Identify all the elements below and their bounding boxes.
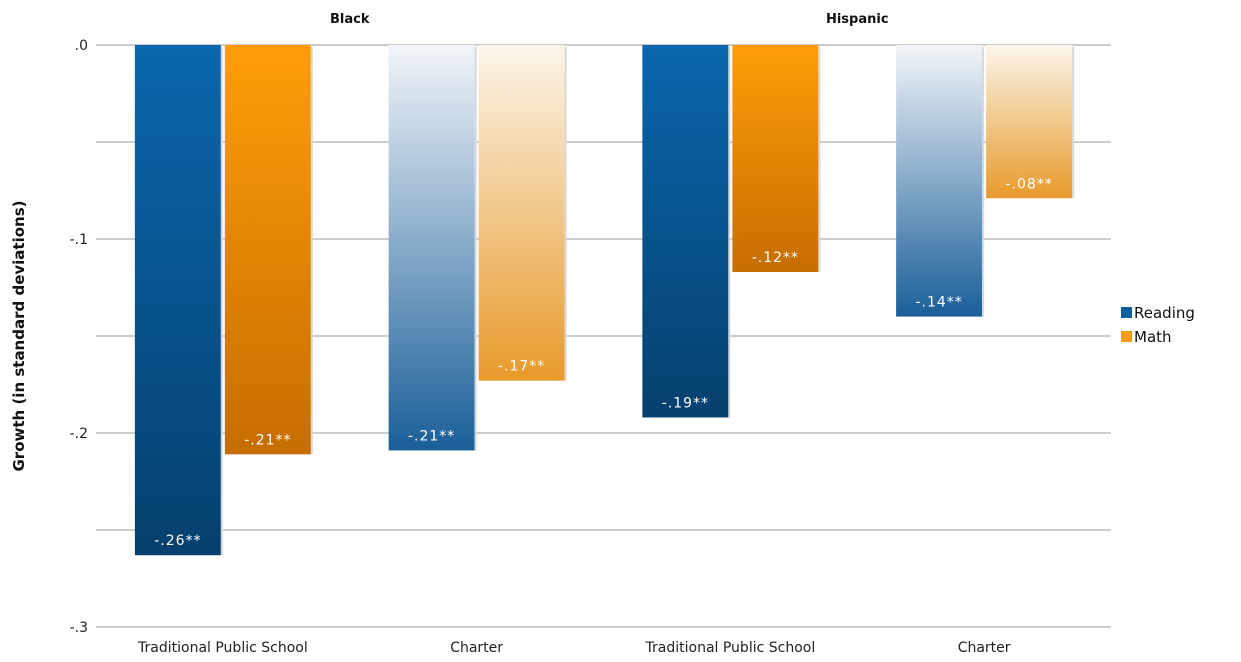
group-title: Black (330, 12, 370, 27)
bar-shadow (310, 47, 313, 455)
bar-reading (134, 45, 221, 556)
x-tick-label: Traditional Public School (137, 640, 308, 656)
bar-math (986, 45, 1073, 199)
legend-label-reading: Reading (1134, 304, 1195, 322)
x-tick-label: Traditional Public School (645, 640, 816, 656)
y-tick-label: -.2 (70, 426, 88, 442)
bar-reading (388, 45, 475, 451)
bar-math (224, 45, 311, 455)
bar-value-label: -.21** (408, 428, 455, 444)
bar-math (732, 45, 819, 272)
bar-shadow (220, 47, 223, 556)
bar-shadow (982, 47, 985, 317)
bar-shadow (564, 47, 567, 381)
bar-value-label: -.21** (244, 432, 291, 448)
x-tick-label: Charter (958, 640, 1011, 656)
bar-value-label: -.12** (752, 250, 799, 266)
legend-label-math: Math (1134, 328, 1172, 346)
x-tick-label: Charter (450, 640, 503, 656)
bar-shadow (818, 47, 821, 272)
legend: Reading Math (1121, 304, 1195, 346)
bar-value-label: -.26** (154, 533, 201, 549)
bar-value-label: -.19** (662, 395, 709, 411)
bar-shadow (474, 47, 477, 451)
bar-math (478, 45, 565, 381)
bars (134, 45, 1075, 556)
bar-value-label: -.17** (498, 359, 545, 375)
legend-swatch-reading (1121, 307, 1132, 318)
y-axis-label: Growth (in standard deviations) (10, 201, 28, 472)
bar-reading (642, 45, 729, 418)
bar-reading (896, 45, 983, 317)
labels: .0 -.1 -.2 -.3 -.26** -.21** Traditional Publi… (70, 12, 1052, 656)
y-tick-label: .0 (75, 38, 88, 54)
bar-shadow (1072, 47, 1075, 199)
bar-value-label: -.14** (915, 295, 962, 311)
bar-value-label: -.08** (1005, 176, 1052, 192)
legend-swatch-math (1121, 331, 1132, 342)
group-title: Hispanic (826, 12, 889, 27)
y-tick-label: -.1 (70, 232, 88, 248)
bar-shadow (728, 47, 731, 418)
y-tick-label: -.3 (70, 620, 88, 636)
